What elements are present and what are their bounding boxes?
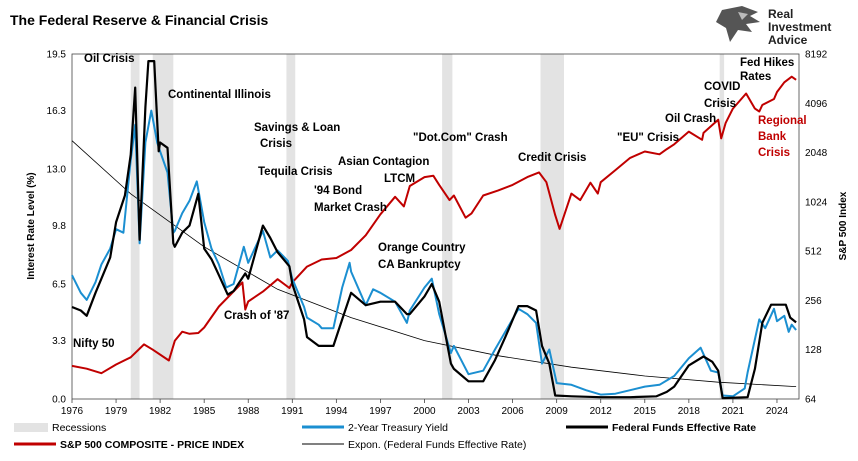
series-treasury-line	[71, 109, 797, 398]
x-tick-label: 1982	[149, 406, 172, 417]
annotation-orange-country: Orange Country	[378, 242, 466, 254]
series-fedfunds-line	[71, 60, 797, 400]
right-tick-label: 64	[805, 395, 817, 406]
x-tick-label: 1991	[281, 406, 304, 417]
left-tick-label: 9.8	[52, 221, 66, 232]
recession-band-0	[130, 54, 140, 399]
right-tick-label: 128	[805, 345, 822, 356]
right-tick-label: 4096	[805, 99, 828, 110]
annotation-dotcom-crash: "Dot.Com" Crash	[413, 132, 508, 144]
x-tick-label: 1985	[193, 406, 216, 417]
annotation-oil-crisis: Oil Crisis	[84, 53, 135, 65]
eagle-logo-icon	[716, 6, 760, 42]
annotation-savings-loan: Savings & Loan	[254, 122, 340, 134]
legend-swatch-recessions	[14, 423, 48, 432]
recession-bands	[130, 54, 725, 399]
annotations: Oil Crisis Continental Illinois Savings …	[73, 53, 807, 350]
logo-line-2: Investment	[768, 20, 831, 34]
right-axis-ticks: 64 128 256 512 1024 2048 4096 8192	[805, 50, 828, 406]
left-tick-label: 3.3	[52, 336, 66, 347]
logo: Real Investment Advice	[716, 6, 831, 47]
annotation-eu-crisis: "EU" Crisis	[617, 132, 679, 144]
annotation-fed-hikes: Fed Hikes	[740, 57, 794, 69]
right-tick-label: 1024	[805, 197, 828, 208]
legend: Recessions 2-Year Treasury Yield Federal…	[14, 422, 756, 451]
annotation-savings-loan-crisis: Crisis	[260, 138, 292, 150]
left-tick-label: 13.0	[47, 165, 67, 176]
right-tick-label: 8192	[805, 50, 828, 61]
x-tick-label: 2003	[457, 406, 480, 417]
x-tick-label: 2015	[634, 406, 657, 417]
x-tick-label: 1997	[369, 406, 392, 417]
right-tick-label: 256	[805, 296, 822, 307]
legend-label-expon: Expon. (Federal Funds Effective Rate)	[348, 439, 526, 451]
plot-frame	[71, 53, 800, 400]
left-tick-label: 6.5	[52, 280, 66, 291]
annotation-bank-crisis: Crisis	[758, 147, 790, 159]
left-tick-label: 16.3	[47, 106, 67, 117]
annotation-continental-illinois: Continental Illinois	[168, 89, 271, 101]
annotation-crash-of-87: Crash of '87	[224, 310, 289, 322]
left-tick-label: 19.5	[47, 50, 67, 61]
chart-title: The Federal Reserve & Financial Crisis	[10, 12, 269, 28]
x-tick-label: 2021	[722, 406, 745, 417]
right-tick-label: 2048	[805, 148, 828, 159]
annotation-credit-crisis: Credit Crisis	[518, 152, 586, 164]
series-sp500-line	[71, 75, 797, 375]
right-tick-label: 512	[805, 247, 822, 258]
x-axis-ticks: 1976 1979 1982 1985 1988 1991 1994 1997 2000 2003…	[61, 399, 789, 417]
legend-label-sp500: S&P 500 COMPOSITE - PRICE INDEX	[60, 439, 244, 451]
logo-line-1: Real	[768, 7, 793, 21]
annotation-asian-contagion: Asian Contagion	[338, 156, 429, 168]
logo-line-3: Advice	[768, 33, 808, 47]
annotation-oil-crash: Oil Crash	[665, 113, 716, 125]
x-tick-label: 2006	[501, 406, 524, 417]
recession-band-3	[442, 54, 453, 399]
left-axis-label: Interest Rate Level (%)	[26, 172, 37, 279]
x-tick-label: 2012	[590, 406, 613, 417]
annotation-covid-crisis: Crisis	[704, 98, 736, 110]
annotation-market-crash: Market Crash	[314, 202, 387, 214]
recession-band-2	[286, 54, 296, 399]
x-tick-label: 1976	[61, 406, 84, 417]
left-axis-ticks: 0.0 3.3 6.5 9.8 13.0 16.3 19.5	[47, 50, 67, 406]
legend-label-treasury: 2-Year Treasury Yield	[348, 422, 448, 434]
x-tick-label: 2009	[546, 406, 569, 417]
annotation-rates: Rates	[740, 71, 771, 83]
left-tick-label: 0.0	[52, 395, 66, 406]
legend-label-fedfunds: Federal Funds Effective Rate	[612, 422, 756, 434]
annotation-ca-bankruptcy: CA Bankruptcy	[378, 259, 461, 271]
annotation-ltcm: LTCM	[384, 173, 415, 185]
annotation-tequila-crisis: Tequila Crisis	[258, 166, 333, 178]
x-tick-label: 2024	[766, 406, 789, 417]
x-tick-label: 1979	[105, 406, 128, 417]
annotation-94-bond: '94 Bond	[314, 185, 362, 197]
x-tick-label: 2018	[678, 406, 701, 417]
recession-band-4	[540, 54, 565, 399]
recession-band-5	[719, 54, 725, 399]
annotation-bank: Bank	[758, 131, 787, 143]
right-axis-label: S&P 500 Index	[838, 191, 849, 260]
annotation-nifty-50: Nifty 50	[73, 338, 115, 350]
x-tick-label: 2000	[413, 406, 436, 417]
annotation-covid: COVID	[704, 81, 740, 93]
x-tick-label: 1994	[325, 406, 348, 417]
x-tick-label: 1988	[237, 406, 260, 417]
annotation-regional: Regional	[758, 115, 807, 127]
legend-label-recessions: Recessions	[52, 422, 106, 434]
